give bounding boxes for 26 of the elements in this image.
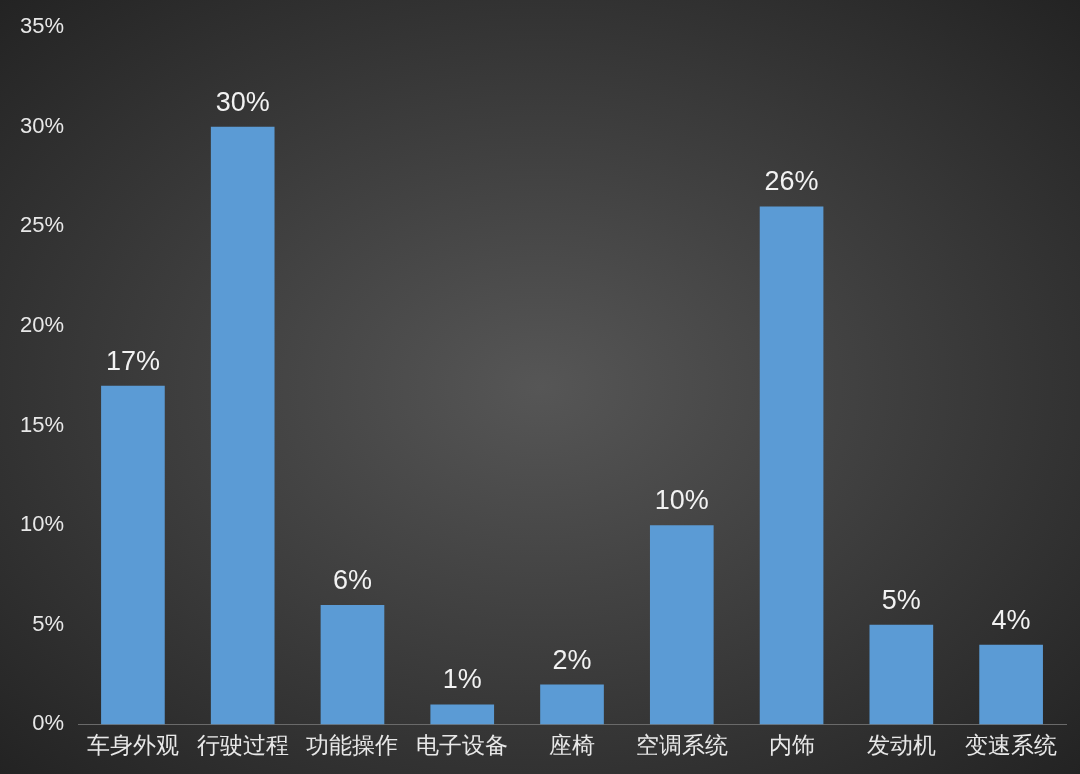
y-tick-label: 0% [32, 710, 65, 736]
data-label: 5% [881, 584, 921, 615]
x-tick-label: 变速系统 [965, 731, 1058, 758]
x-tick-label: 行驶过程 [196, 731, 289, 758]
x-tick-label: 空调系统 [635, 731, 728, 758]
y-tick-label: 15% [19, 411, 65, 437]
data-label: 10% [654, 485, 709, 516]
data-label: 26% [764, 166, 819, 197]
data-label: 17% [105, 345, 160, 376]
y-tick-label: 30% [19, 112, 65, 138]
y-tick-label: 5% [32, 610, 65, 636]
x-tick-label: 内饰 [768, 731, 815, 758]
x-tick-label: 电子设备 [416, 731, 509, 758]
x-tick-label: 座椅 [549, 731, 596, 758]
data-label: 1% [442, 664, 482, 695]
x-tick-label: 发动机 [866, 731, 936, 758]
data-label: 6% [332, 564, 372, 595]
data-label: 4% [991, 604, 1031, 635]
x-tick-label: 车身外观 [86, 731, 179, 758]
y-tick-label: 35% [19, 13, 65, 39]
y-tick-label: 20% [19, 312, 65, 338]
data-label: 2% [552, 644, 592, 675]
y-tick-label: 10% [19, 511, 65, 537]
x-tick-label: 功能操作 [306, 731, 399, 758]
y-tick-label: 25% [19, 212, 65, 238]
data-label: 30% [215, 86, 270, 117]
